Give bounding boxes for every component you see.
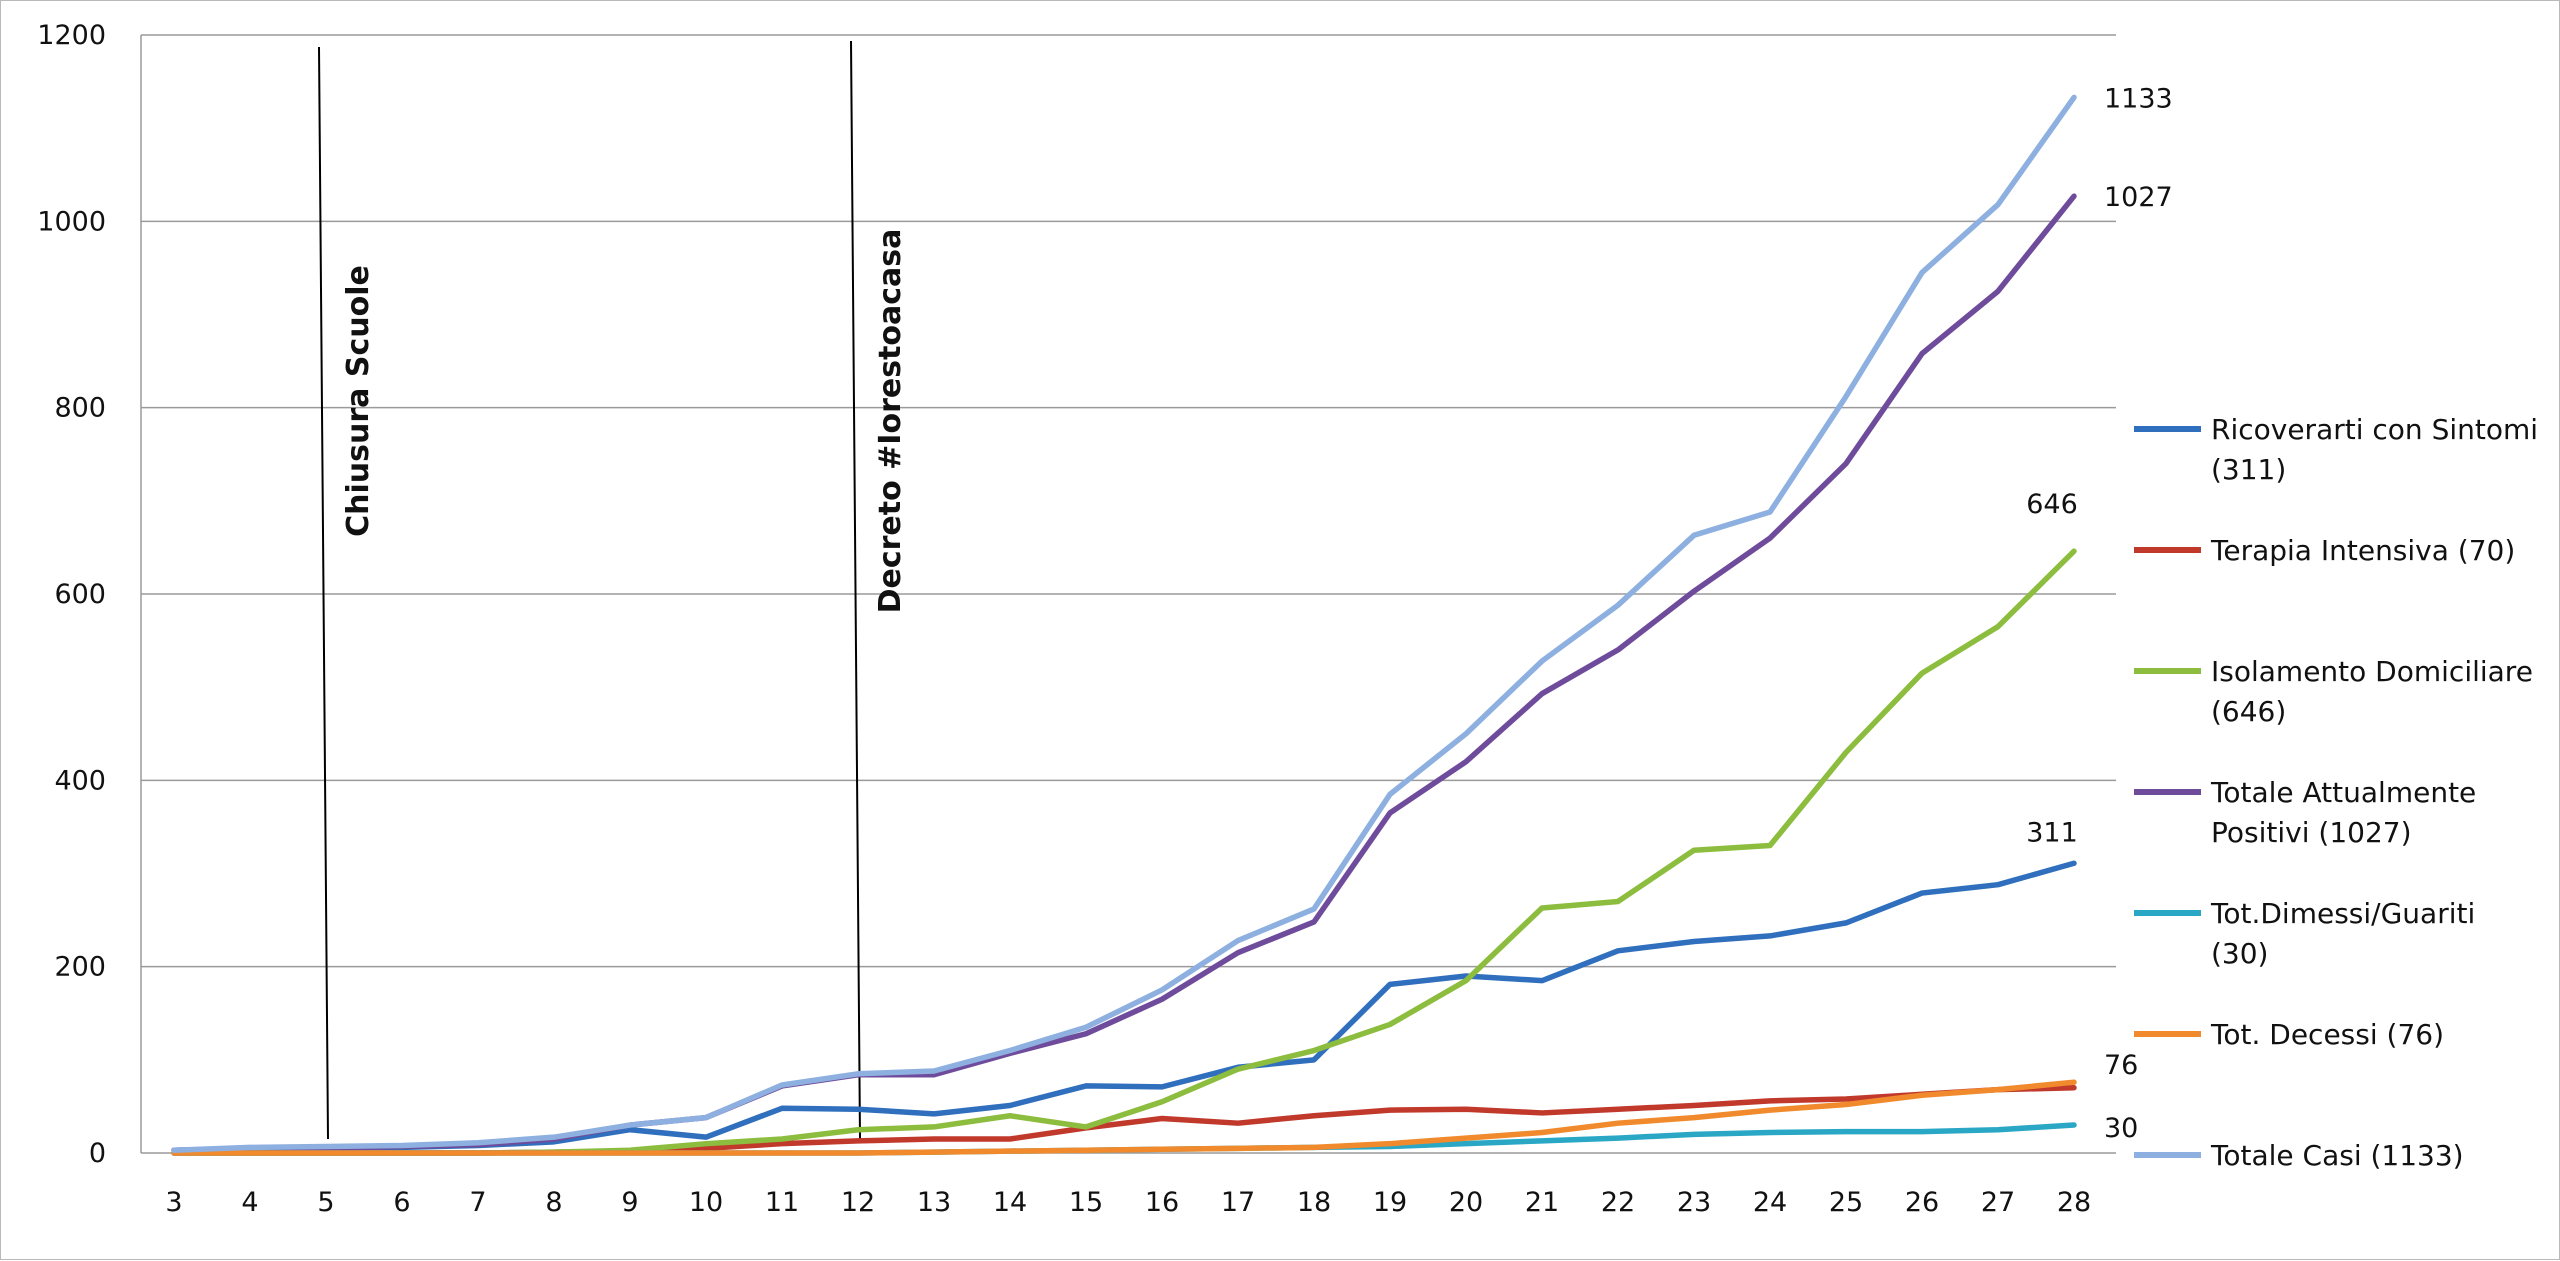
- x-tick-label: 27: [1981, 1187, 2015, 1218]
- x-tick-label: 3: [165, 1187, 182, 1218]
- x-tick-label: 28: [2057, 1187, 2091, 1218]
- x-tick-label: 19: [1373, 1187, 1407, 1218]
- annotation-line: [318, 46, 329, 1140]
- gridlines: [140, 34, 2116, 1154]
- y-tick-label: 1200: [37, 20, 106, 51]
- x-tick-label: 18: [1297, 1187, 1331, 1218]
- x-axis-ticks: 3 4 5 6 7 8 9 10 11 12 13 14 15 16 17 18 19 20 21 22 23 24 25 2…: [165, 1187, 2091, 1218]
- end-labels: 1133 1027 646 311 76 30: [2026, 83, 2172, 1144]
- x-tick-label: 21: [1525, 1187, 1559, 1218]
- series-line: [171, 94, 2077, 1153]
- series-lines: [171, 94, 2077, 1156]
- end-value-label: 311: [2026, 817, 2078, 848]
- x-tick-label: 10: [689, 1187, 723, 1218]
- x-tick-label: 14: [993, 1187, 1027, 1218]
- y-tick-label: 600: [54, 579, 106, 610]
- annotation-label: Chiusura Scuole: [341, 265, 376, 537]
- legend-entry: Tot. Decessi (76): [2210, 1018, 2444, 1051]
- x-tick-label: 22: [1601, 1187, 1635, 1218]
- x-tick-label: 8: [545, 1187, 562, 1218]
- end-value-label: 1027: [2104, 182, 2173, 213]
- y-tick-label: 800: [54, 393, 106, 424]
- legend-entry: Terapia Intensiva (70): [2210, 534, 2515, 567]
- legend-entry: Totale Casi (1133): [2210, 1139, 2464, 1172]
- x-tick-label: 6: [393, 1187, 410, 1218]
- y-axis-ticks: 0 200 400 600 800 1000 1200: [37, 20, 106, 1169]
- series-line: [171, 548, 2077, 1156]
- x-tick-label: 5: [317, 1187, 334, 1218]
- x-tick-label: 9: [621, 1187, 638, 1218]
- x-tick-label: 13: [917, 1187, 951, 1218]
- x-tick-label: 16: [1145, 1187, 1179, 1218]
- x-tick-label: 25: [1829, 1187, 1863, 1218]
- annotation-label: Decreto #Iorestoacasa: [873, 229, 908, 614]
- y-tick-label: 0: [89, 1138, 106, 1169]
- annotations: Chiusura Scuole Decreto #Iorestoacasa: [318, 40, 908, 1140]
- x-tick-label: 20: [1449, 1187, 1483, 1218]
- x-tick-label: 24: [1753, 1187, 1787, 1218]
- annotation-line: [850, 40, 861, 1140]
- y-tick-label: 200: [54, 952, 106, 983]
- x-tick-label: 11: [765, 1187, 799, 1218]
- x-tick-label: 23: [1677, 1187, 1711, 1218]
- x-tick-label: 7: [469, 1187, 486, 1218]
- x-tick-label: 26: [1905, 1187, 1939, 1218]
- x-tick-label: 4: [241, 1187, 258, 1218]
- x-tick-label: 17: [1221, 1187, 1255, 1218]
- x-tick-label: 15: [1069, 1187, 1103, 1218]
- legend-entry: Totale Attualmente Positivi (1027): [2210, 776, 2476, 849]
- x-tick-label: 12: [841, 1187, 875, 1218]
- series-line: [171, 1079, 2077, 1156]
- legend-entry: Isolamento Domiciliare (646): [2211, 655, 2533, 728]
- end-value-label: 646: [2026, 489, 2078, 520]
- end-value-label: 30: [2104, 1113, 2138, 1144]
- y-tick-label: 400: [54, 765, 106, 796]
- legend-entry: Ricoverarti con Sintomi (311): [2211, 413, 2538, 486]
- legend: Ricoverarti con Sintomi (311) Terapia Inte…: [2134, 413, 2538, 1172]
- y-tick-label: 1000: [37, 206, 106, 237]
- end-value-label: 76: [2104, 1050, 2138, 1081]
- end-value-label: 1133: [2104, 83, 2173, 114]
- legend-entry: Tot.Dimessi/Guariti (30): [2210, 897, 2475, 970]
